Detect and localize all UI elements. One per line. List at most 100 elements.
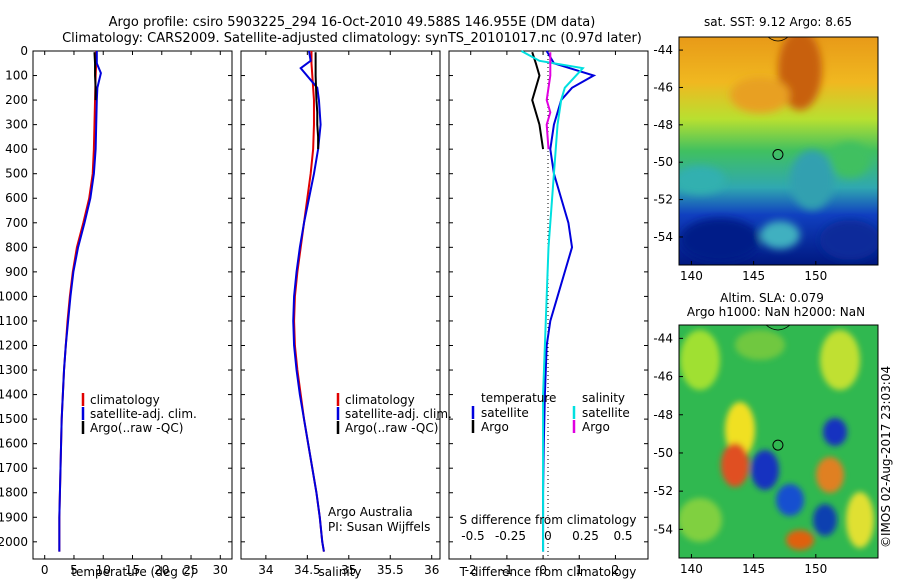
x-tick-label: 36 [424, 563, 439, 577]
salinity-axes: 34 34.5 35 35.5 36 [241, 50, 440, 577]
sst-cool-west [679, 166, 725, 194]
map-y-tick-label: -48 [653, 408, 673, 422]
sst-eddy-3 [760, 221, 800, 249]
sla-anom-13 [846, 492, 874, 548]
series-line-argo [545, 52, 552, 150]
salinity-xlabel: salinity [318, 565, 361, 579]
legend-group-temperature: temperature [481, 391, 556, 405]
temperature-legend: climatology satellite-adj. clim. Argo(..… [81, 393, 197, 435]
sla-argo-location-marker [772, 439, 784, 451]
map-x-tick-label: 145 [742, 562, 765, 576]
x-tick-label: 5 [70, 563, 78, 577]
y-tick-label: 100 [5, 69, 28, 83]
sla-anom-9 [679, 498, 722, 542]
x-tick-label: -1 [501, 563, 513, 577]
series-line-argo-raw-qc- [93, 52, 97, 101]
y-tick-label: 400 [5, 142, 28, 156]
y-tick-label: 1800 [0, 486, 28, 500]
credit-line1: Argo Australia [328, 505, 413, 519]
series-line-climatology [293, 51, 325, 552]
map-x-tick-label: 150 [804, 269, 827, 283]
x-tick-label: 20 [154, 563, 169, 577]
legend-label-argo: Argo(..raw -QC) [345, 421, 438, 435]
credit-line2: PI: Susan Wijffels [328, 520, 430, 534]
sla-anom-12 [786, 530, 814, 550]
map-x-tick-label: 140 [680, 562, 703, 576]
sla-anom-3 [820, 330, 860, 390]
sla-anom-7 [721, 443, 749, 487]
y-tick-label: 200 [5, 93, 28, 107]
x-tick-label: 15 [125, 563, 140, 577]
x-tick-label: 2 [612, 563, 620, 577]
series-line-argo [531, 51, 545, 150]
difference-legend: temperature satellite Argo salinity sate… [471, 391, 630, 434]
s-tick-label: 0.25 [572, 529, 599, 543]
salinity-panel: 34 34.5 35 35.5 36 salinity climatology sate… [240, 50, 452, 579]
x-tick-label: 30 [213, 563, 228, 577]
legend-label-argo: Argo(..raw -QC) [90, 421, 183, 435]
difference-lines [520, 50, 597, 552]
legend-label-climatology: climatology [345, 393, 415, 407]
sla-map-title: Altim. SLA: 0.079 [720, 291, 824, 305]
salinity-plot-frame [240, 50, 441, 560]
map-y-tick-label: -46 [653, 80, 673, 94]
sst-map-axes: 140 145 150 -44 -46 -48 -50 -52 -54 [653, 43, 827, 283]
y-tick-label: 1700 [0, 461, 28, 475]
map-y-tick-label: -48 [653, 118, 673, 132]
y-tick-label: 1600 [0, 437, 28, 451]
figure-title-line2: Climatology: CARS2009. Satellite-adjuste… [62, 31, 642, 46]
s-difference-ticks: -0.5 -0.25 0 0.25 0.5 [461, 529, 632, 543]
sst-heatmap [679, 37, 878, 265]
y-tick-label: 500 [5, 167, 28, 181]
s-difference-label: S difference from climatology [460, 513, 637, 527]
map-x-tick-label: 150 [804, 562, 827, 576]
series-line-satellite [520, 50, 585, 552]
s-tick-label: 0.5 [613, 529, 632, 543]
sst-map-frame [678, 36, 879, 266]
x-tick-label: 34 [258, 563, 273, 577]
y-tick-label: 900 [5, 265, 28, 279]
sst-cold-1 [680, 218, 760, 262]
y-tick-label: 0 [20, 44, 28, 58]
sst-argo-location-marker [772, 149, 784, 161]
sst-eddy-1 [790, 150, 834, 210]
temperature-plot-frame [32, 50, 233, 560]
sla-map-axes: 140 145 150 -44 -46 -48 -50 -52 -54 [653, 331, 827, 576]
sla-anom-5 [823, 418, 847, 446]
y-tick-label: 1100 [0, 314, 28, 328]
series-line-satellite-adj-clim- [292, 50, 325, 552]
legend-label-climatology: climatology [90, 393, 160, 407]
map-y-tick-label: -44 [653, 43, 673, 57]
y-tick-label: 1400 [0, 388, 28, 402]
map-y-tick-label: -54 [653, 522, 673, 536]
salinity-lines [292, 50, 325, 552]
sla-contour [765, 325, 791, 331]
temperature-xlabel: temperature (deg C) [71, 565, 194, 579]
sla-anom-11 [813, 504, 837, 536]
sla-features [679, 330, 874, 550]
sla-anom-10 [776, 484, 804, 516]
x-tick-label: 25 [183, 563, 198, 577]
legend-label-satellite: satellite-adj. clim. [345, 407, 452, 421]
map-y-tick-label: -46 [653, 370, 673, 384]
x-tick-label: 34.5 [294, 563, 321, 577]
series-line-climatology [58, 51, 98, 552]
s-tick-label: -0.25 [495, 529, 526, 543]
copyright-stamp: ©IMOS 02-Aug-2017 23:03:04 [879, 366, 893, 548]
legend-label-s-argo: Argo [582, 420, 610, 434]
map-x-tick-label: 140 [680, 269, 703, 283]
sst-map-title: sat. SST: 9.12 Argo: 8.65 [704, 15, 852, 29]
map-y-tick-label: -50 [653, 446, 673, 460]
salinity-legend: climatology satellite-adj. clim. Argo(..… [336, 393, 452, 435]
legend-group-salinity: salinity [582, 391, 625, 405]
figure-title-line1: Argo profile: csiro 5903225_294 16-Oct-2… [109, 15, 596, 30]
map-y-tick-label: -52 [653, 484, 673, 498]
y-tick-label: 1000 [0, 289, 28, 303]
sst-contour [767, 37, 789, 42]
temperature-lines [58, 51, 102, 552]
sla-map-subtitle: Argo h1000: NaN h2000: NaN [687, 305, 865, 319]
y-tick-label: 800 [5, 240, 28, 254]
y-tick-label: 700 [5, 216, 28, 230]
sla-heatmap [679, 325, 878, 558]
